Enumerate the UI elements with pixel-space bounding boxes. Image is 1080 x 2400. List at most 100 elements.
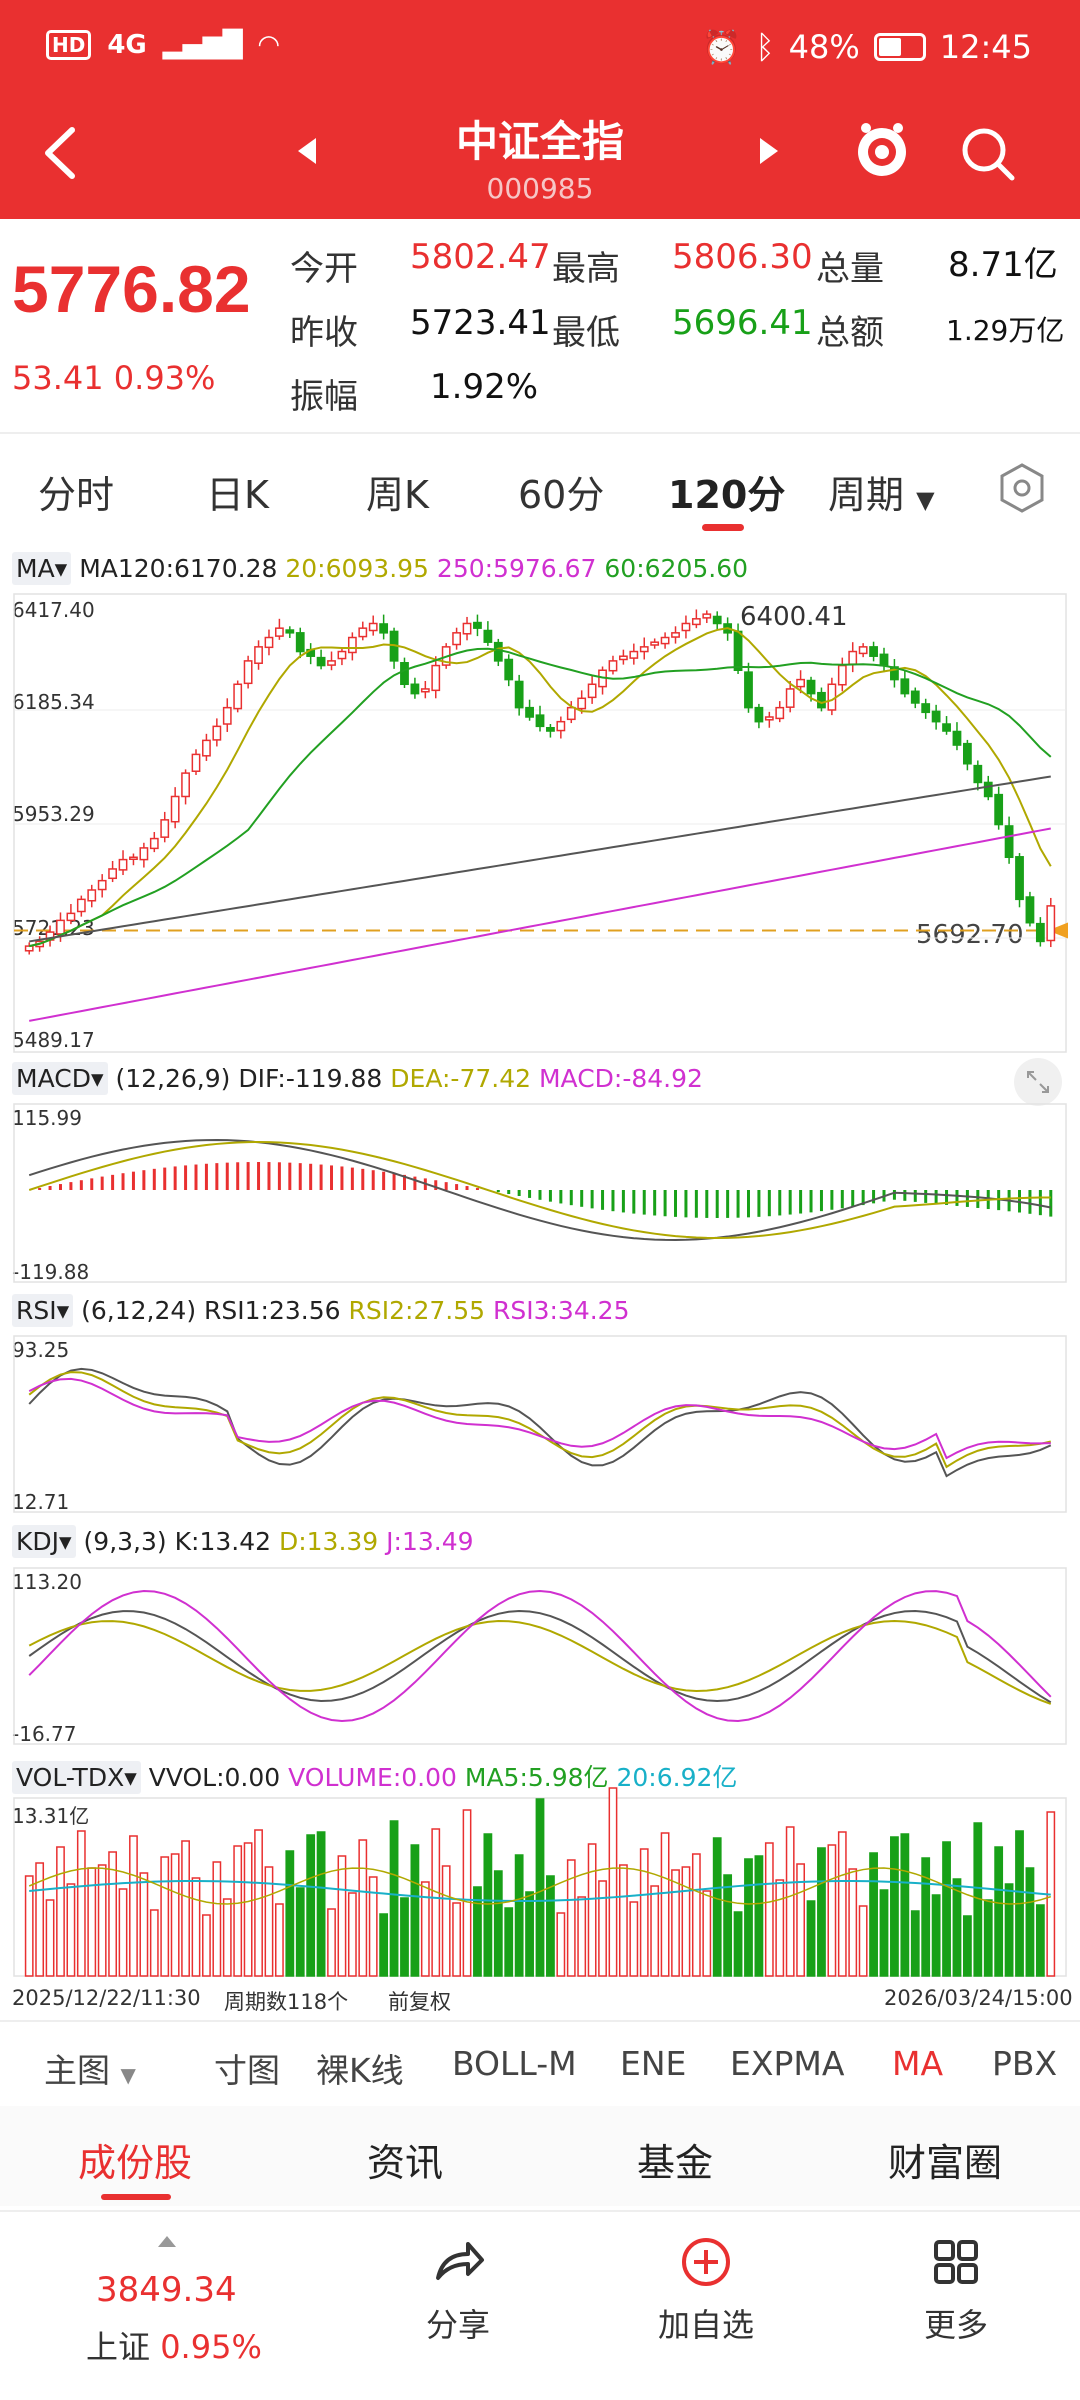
candle-body (118, 858, 128, 871)
volume-bar (316, 1831, 326, 1977)
indicator-pbx[interactable]: PBX (992, 2044, 1058, 2083)
candle-body (691, 618, 701, 626)
candle-body (983, 781, 993, 798)
tab-daily-k[interactable]: 日K (206, 473, 269, 517)
tab-120min[interactable]: 120分 (668, 473, 786, 517)
main-chart-label: 主图 (44, 2051, 110, 2090)
volume-bar (139, 1872, 149, 1977)
vol-selector[interactable]: VOL-TDX▾ (12, 1761, 141, 1794)
footer-index-value[interactable]: 3849.34 (96, 2270, 237, 2310)
divider (0, 432, 1080, 434)
volume-bar (848, 1868, 858, 1977)
candle-body (754, 706, 764, 723)
volume-bar (681, 1866, 691, 1977)
volume-bar (837, 1831, 847, 1977)
volume-bar (671, 1869, 680, 1977)
macd-value: MACD:-84.92 (538, 1064, 703, 1093)
candle-body (994, 793, 1004, 826)
ma-selector[interactable]: MA▾ (12, 552, 72, 585)
volume-bar (181, 1840, 190, 1977)
kdj-selector[interactable]: KDJ▾ (12, 1525, 76, 1558)
tab-funds[interactable]: 基金 (636, 2141, 713, 2185)
candle-body (483, 629, 493, 643)
candle-body (76, 898, 86, 913)
volume-bar (827, 1844, 837, 1977)
volume-bar (1025, 1867, 1035, 1977)
volume-bar (149, 1909, 159, 1977)
candle-body (1004, 825, 1014, 859)
back-icon[interactable] (36, 118, 86, 188)
candle-body (347, 636, 357, 654)
kdj-name: KDJ (16, 1527, 60, 1556)
candle-body (1035, 922, 1045, 943)
kline-chart[interactable] (0, 540, 1080, 1990)
prev-index-arrow-icon[interactable] (298, 138, 316, 164)
high-marker: 6400.41 (740, 602, 848, 632)
adjust-mode: 前复权 (388, 1990, 451, 2014)
candle-body (546, 727, 555, 732)
candle-body (962, 742, 972, 765)
volume-bar (452, 1902, 462, 1977)
indicator-naked-k[interactable]: 裸K线 (316, 2051, 404, 2090)
candle-body (285, 629, 295, 634)
rsi1-value: RSI1:23.56 (204, 1296, 341, 1325)
share-button[interactable]: 分享 (388, 2232, 528, 2346)
candle-body (837, 664, 847, 686)
mascot-icon[interactable] (850, 118, 914, 182)
volume-bar (525, 1891, 534, 1977)
tab-period[interactable]: 周期 ▼ (828, 464, 935, 519)
candle-body (869, 646, 878, 657)
dif-line (28, 1139, 1051, 1241)
expand-icon[interactable] (1014, 1058, 1062, 1106)
search-icon[interactable] (956, 122, 1020, 186)
high-value: 5806.30 (672, 237, 813, 277)
rsi-selector[interactable]: RSI▾ (12, 1294, 74, 1327)
footer-index[interactable]: 上证 0.95% (86, 2322, 262, 2368)
tab-fenshi[interactable]: 分时 (38, 473, 115, 517)
candle-body (671, 632, 680, 638)
rsi-name: RSI (16, 1296, 57, 1325)
volume-bar (879, 1889, 889, 1977)
indicator-cuntu[interactable]: 寸图 (214, 2051, 280, 2090)
candle-body (358, 627, 368, 638)
tab-news[interactable]: 资讯 (366, 2141, 443, 2185)
add-watchlist-button[interactable]: 加自选 (636, 2232, 776, 2346)
next-index-arrow-icon[interactable] (760, 138, 778, 164)
tab-constituents[interactable]: 成份股 (77, 2141, 192, 2185)
tab-60min[interactable]: 60分 (518, 473, 605, 517)
share-icon (436, 2242, 484, 2280)
settings-hexagon-icon[interactable] (996, 462, 1048, 514)
content-tabs: 成份股 资讯 基金 财富圈 (0, 2106, 1080, 2206)
candle-body (243, 660, 253, 685)
main-chart-selector[interactable]: 主图 ▼ (44, 2044, 136, 2092)
indicator-boll-m[interactable]: BOLL-M (452, 2044, 577, 2083)
indicator-ma[interactable]: MA (892, 2044, 944, 2083)
volume-bar (420, 1881, 430, 1977)
open-value: 5802.47 (410, 237, 551, 277)
more-button[interactable]: 更多 (886, 2232, 1026, 2346)
candle-body (160, 819, 170, 838)
volume-bar (493, 1870, 503, 1977)
ma-legend: MA▾ MA120:6170.28 20:6093.95 250:5976.67… (12, 552, 748, 585)
tab-weekly-k[interactable]: 周K (366, 473, 429, 517)
price-change: 53.41 0.93% (12, 359, 215, 397)
vol-top-tick: 13.31亿 (12, 1804, 90, 1828)
indicator-ene[interactable]: ENE (620, 2044, 687, 2083)
kdj-legend: KDJ▾ (9,3,3) K:13.42 D:13.39 J:13.49 (12, 1525, 474, 1558)
candle-body (202, 739, 211, 757)
volume-bar (76, 1830, 86, 1977)
candle-body (848, 650, 858, 665)
volume-bar (764, 1842, 774, 1977)
indicator-expma[interactable]: EXPMA (730, 2044, 845, 2083)
current-price-marker-icon (1048, 922, 1068, 939)
volume-bar (285, 1850, 295, 1977)
candle-body (400, 662, 409, 686)
expand-up-icon[interactable] (158, 2236, 176, 2247)
ma20-line (28, 627, 1052, 948)
candle-body (1046, 905, 1056, 942)
y-tick: 5489.17 (12, 1028, 95, 1052)
volume-value: 8.71亿 (948, 245, 1058, 285)
y-tick: 5953.29 (12, 802, 95, 826)
tab-wealth-circle[interactable]: 财富圈 (887, 2141, 1002, 2185)
macd-selector[interactable]: MACD▾ (12, 1062, 108, 1095)
